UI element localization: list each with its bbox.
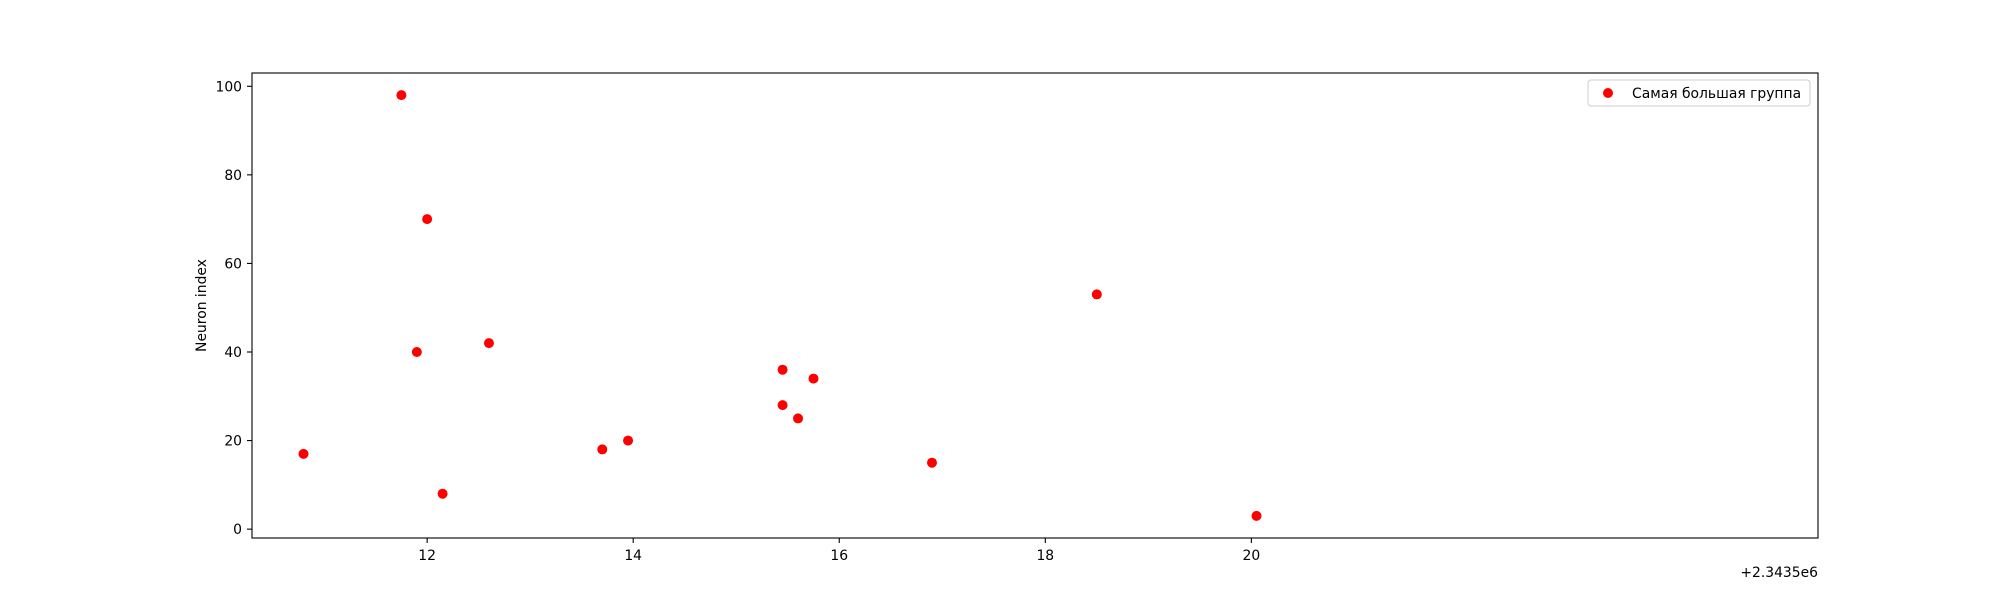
data-point [793, 413, 804, 424]
y-tick-label: 40 [224, 345, 242, 361]
x-tick-label: 14 [624, 548, 642, 564]
legend-label: Самая большая группа [1632, 86, 1801, 102]
x-offset-label: +2.3435e6 [1740, 565, 1818, 581]
data-point [437, 488, 448, 499]
x-tick-label: 20 [1243, 548, 1261, 564]
y-axis-label: Neuron index [194, 259, 210, 352]
y-tick-label: 0 [233, 522, 242, 538]
x-tick-label: 16 [830, 548, 848, 564]
x-axis: 12 14 16 18 20 [418, 538, 1260, 564]
legend: Самая большая группа [1587, 79, 1811, 107]
y-tick-label: 20 [224, 434, 242, 450]
data-point [623, 435, 634, 446]
data-point [411, 347, 422, 357]
data-point [1091, 289, 1102, 300]
legend-marker [1603, 88, 1613, 98]
data-points [298, 90, 1262, 521]
data-point [777, 400, 788, 411]
legend-box [1587, 79, 1811, 107]
data-point [808, 373, 819, 384]
data-point [298, 448, 309, 459]
x-tick-label: 18 [1036, 548, 1054, 564]
y-tick-label: 60 [224, 256, 242, 272]
data-point [396, 90, 407, 101]
y-axis: 0 20 40 60 80 100 [215, 79, 252, 538]
y-tick-label: 100 [215, 79, 242, 95]
data-point [483, 338, 494, 349]
plot-area [251, 72, 1819, 539]
y-tick-label: 80 [224, 168, 242, 184]
data-point [597, 444, 608, 455]
plot-frame [251, 72, 1819, 539]
data-point [926, 457, 937, 468]
data-point [1251, 510, 1262, 521]
data-point [422, 214, 433, 225]
data-point [777, 364, 788, 375]
x-tick-label: 12 [418, 548, 436, 564]
